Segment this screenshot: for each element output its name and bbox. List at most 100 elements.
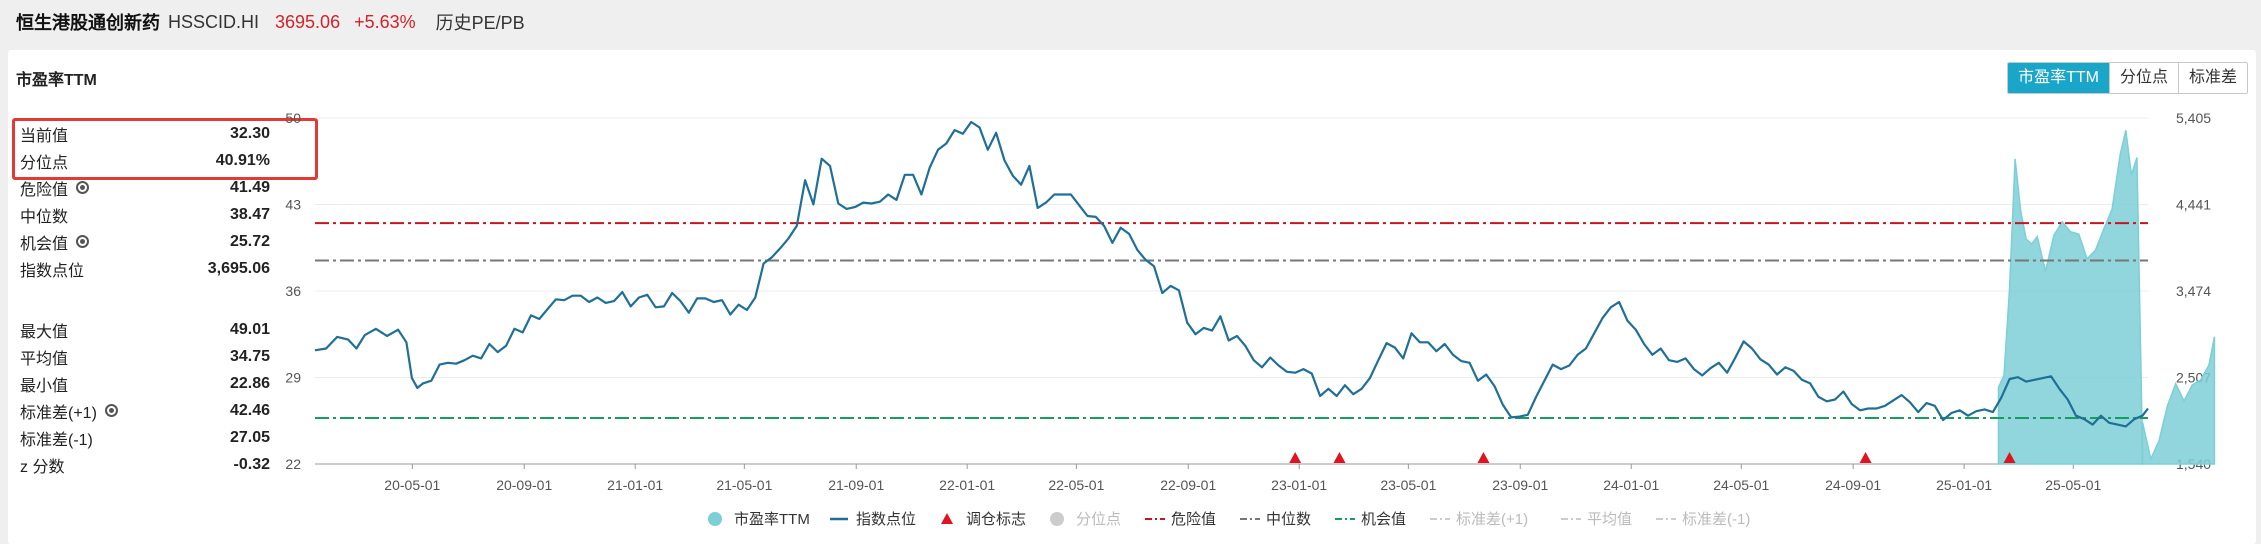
- chart-title: 市盈率TTM: [16, 72, 97, 89]
- legend-item[interactable]: 标准差(-1): [1656, 511, 1750, 528]
- gear-icon[interactable]: [104, 404, 118, 417]
- rebalance-marker: [1333, 452, 1346, 463]
- pe-chart[interactable]: 22293643501,5402,5073,4744,4415,40520-05…: [8, 50, 2256, 544]
- left-axis-tick: 50: [285, 110, 301, 126]
- legend-symbol: [1050, 512, 1064, 526]
- legend-label: 指数点位: [856, 511, 916, 528]
- stat-label: 指数点位: [20, 262, 85, 280]
- stat-value: 40.91%: [215, 151, 270, 169]
- legend-item[interactable]: 指数点位: [830, 511, 916, 528]
- legend-label: 调仓标志: [966, 511, 1026, 528]
- x-axis-tick: 21-09-01: [828, 477, 884, 493]
- x-axis-tick: 23-05-01: [1380, 477, 1436, 493]
- stat-label: z 分数: [20, 458, 65, 476]
- left-axis-tick: 29: [285, 370, 301, 386]
- chart-panel: 市盈率TTM 市盈率TTM 分位点 标准差 当前值 32.30 分位点 40.9…: [8, 50, 2256, 544]
- left-axis-tick: 36: [285, 283, 301, 299]
- stat-index: 指数点位 3,695.06: [16, 255, 274, 282]
- stat-label: 最大值: [20, 323, 69, 341]
- stat-max: 最大值 49.01: [16, 316, 274, 343]
- x-axis-tick: 21-01-01: [607, 477, 663, 493]
- legend-symbol: [941, 513, 953, 524]
- rebalance-marker: [2003, 452, 2016, 463]
- stat-value: 41.49: [229, 178, 270, 196]
- legend-label: 标准差(+1): [1456, 511, 1528, 528]
- stat-value: 22.86: [229, 374, 270, 392]
- stat-label: 分位点: [20, 154, 69, 172]
- legend-label: 危险值: [1171, 511, 1216, 528]
- x-axis-tick: 20-05-01: [384, 477, 440, 493]
- legend-item[interactable]: 机会值: [1335, 511, 1406, 528]
- legend-item[interactable]: 中位数: [1240, 511, 1311, 528]
- right-axis-tick: 3,474: [2176, 283, 2211, 299]
- legend-label: 中位数: [1266, 511, 1311, 528]
- x-axis-tick: 22-05-01: [1048, 477, 1104, 493]
- legend-item[interactable]: 调仓标志: [941, 511, 1026, 528]
- tab-pe-ttm[interactable]: 市盈率TTM: [2008, 63, 2109, 93]
- legend-item[interactable]: 危险值: [1145, 511, 1216, 528]
- x-axis-tick: 21-05-01: [716, 477, 772, 493]
- right-axis-tick: 5,405: [2176, 110, 2211, 126]
- x-axis-tick: 22-09-01: [1160, 477, 1216, 493]
- stat-value: 3,695.06: [207, 259, 270, 277]
- x-axis-tick: 23-09-01: [1492, 477, 1548, 493]
- legend-label: 标准差(-1): [1682, 511, 1750, 528]
- stat-label: 标准差(-1): [20, 431, 93, 449]
- legend-symbol: [708, 512, 722, 526]
- x-axis-tick: 20-09-01: [496, 477, 552, 493]
- pe-area-series: [1997, 130, 2144, 465]
- stat-min: 最小值 22.86: [16, 370, 274, 397]
- x-axis-tick: 24-05-01: [1713, 477, 1769, 493]
- gear-icon[interactable]: [76, 235, 90, 248]
- stat-zscore: z 分数 -0.32: [16, 451, 274, 478]
- x-axis-tick: 24-01-01: [1603, 477, 1659, 493]
- x-axis-tick: 23-01-01: [1271, 477, 1327, 493]
- stat-label: 平均值: [20, 350, 69, 368]
- tab-std-dev[interactable]: 标准差: [2177, 63, 2247, 93]
- stat-chance: 机会值 25.72: [16, 228, 274, 255]
- pe-area-series: [2141, 336, 2216, 465]
- stat-median: 中位数 38.47: [16, 201, 274, 228]
- stat-std-minus: 标准差(-1) 27.05: [16, 424, 274, 451]
- legend-item[interactable]: 平均值: [1561, 511, 1632, 528]
- stat-value: -0.32: [233, 455, 270, 473]
- legend-label: 分位点: [1076, 511, 1121, 528]
- x-axis-tick: 25-01-01: [1936, 477, 1992, 493]
- history-pe-pb-link[interactable]: 历史PE/PB: [435, 13, 525, 33]
- stat-value: 49.01: [229, 320, 270, 338]
- stat-label: 最小值: [20, 377, 69, 395]
- legend-item[interactable]: 市盈率TTM: [708, 511, 810, 528]
- stat-danger: 危险值 41.49: [16, 174, 274, 201]
- stat-value: 32.30: [229, 124, 270, 142]
- stat-value: 38.47: [229, 205, 270, 223]
- stat-label: 危险值: [20, 181, 69, 199]
- rebalance-marker: [1477, 452, 1490, 463]
- left-axis-tick: 43: [285, 197, 301, 213]
- legend-label: 平均值: [1587, 511, 1632, 528]
- top-bar: 恒生港股通创新药 HSSCID.HI 3695.06 +5.63% 历史PE/P…: [0, 0, 2261, 44]
- stat-label: 标准差(+1): [20, 404, 97, 422]
- stat-label: 当前值: [20, 127, 69, 145]
- stat-value: 34.75: [229, 347, 270, 365]
- mode-tabs: 市盈率TTM 分位点 标准差: [2007, 62, 2248, 94]
- stat-label: 中位数: [20, 208, 69, 226]
- gear-icon[interactable]: [76, 181, 90, 194]
- legend-item[interactable]: 分位点: [1050, 511, 1121, 528]
- index-code: HSSCID.HI: [168, 11, 260, 32]
- stat-value: 42.46: [229, 401, 270, 419]
- left-axis-tick: 22: [285, 456, 301, 472]
- index-change: +5.63%: [354, 11, 416, 32]
- tab-percentile[interactable]: 分位点: [2108, 63, 2178, 93]
- legend-label: 市盈率TTM: [734, 511, 810, 528]
- rebalance-marker: [1289, 452, 1302, 463]
- x-axis-tick: 22-01-01: [939, 477, 995, 493]
- stats-panel: 当前值 32.30 分位点 40.91% 危险值 41.49 中位数 38.47…: [12, 118, 318, 478]
- x-axis-tick: 25-05-01: [2045, 477, 2101, 493]
- legend-item[interactable]: 标准差(+1): [1430, 511, 1528, 528]
- stat-std-plus: 标准差(+1) 42.46: [16, 397, 274, 424]
- stat-value: 25.72: [229, 232, 270, 250]
- rebalance-marker: [1859, 452, 1872, 463]
- index-price: 3695.06: [275, 11, 341, 32]
- stat-percentile: 分位点 40.91%: [16, 147, 274, 174]
- stat-current: 当前值 32.30: [16, 120, 274, 147]
